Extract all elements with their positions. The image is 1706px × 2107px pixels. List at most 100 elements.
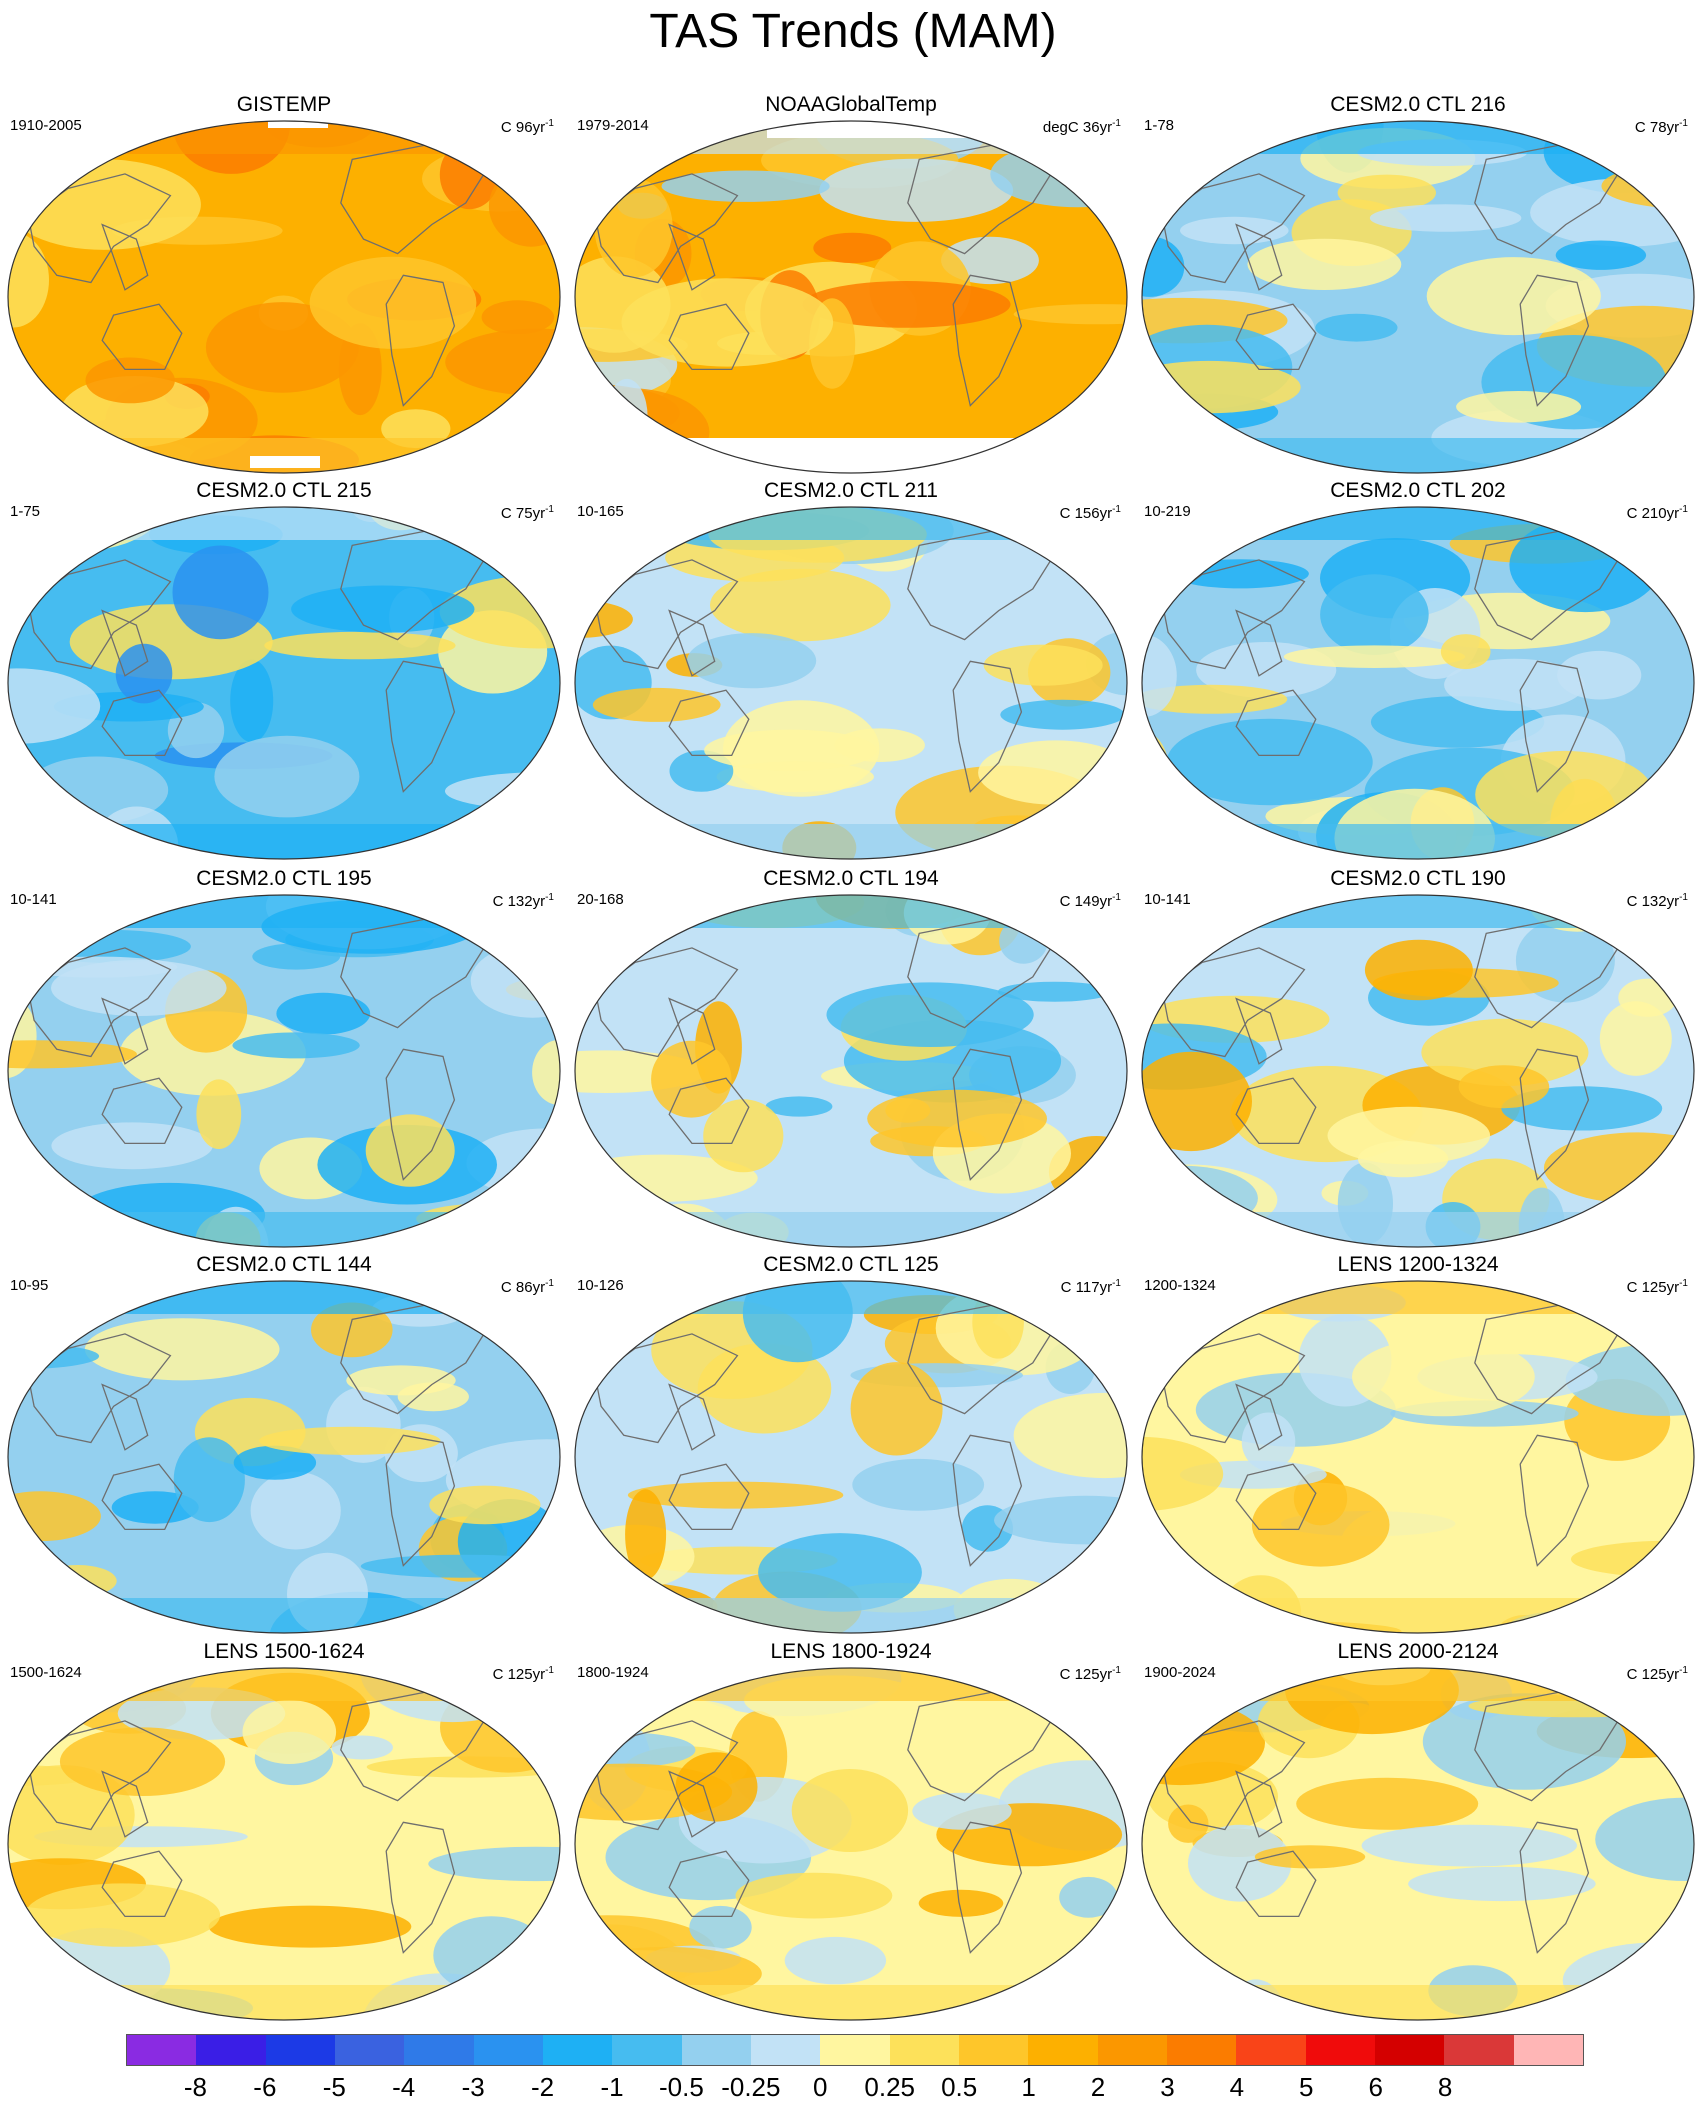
trend-contour-region bbox=[1254, 1845, 1366, 1869]
panel-year-range: 10-219 bbox=[1144, 503, 1191, 520]
robinson-map bbox=[7, 894, 561, 1248]
coastline bbox=[1519, 1434, 1590, 1567]
panel-year-range: 1979-2014 bbox=[577, 117, 649, 134]
trend-contour-region bbox=[1142, 236, 1185, 297]
panel-trend-unit-exponent: -1 bbox=[1112, 1278, 1121, 1289]
map-border bbox=[574, 1667, 1128, 2021]
colorbar-tick-label: 0.5 bbox=[941, 2072, 978, 2102]
trend-contour-region bbox=[1440, 634, 1491, 670]
coastline bbox=[1609, 918, 1658, 949]
coastline bbox=[952, 1434, 1023, 1567]
trend-contour-region bbox=[912, 1792, 1012, 1830]
coastline bbox=[101, 1850, 183, 1918]
trend-contour-region bbox=[264, 631, 456, 660]
panel-trend-unit-exponent: -1 bbox=[1112, 1665, 1121, 1676]
trend-contour-region bbox=[480, 1281, 560, 1332]
trend-contour-region bbox=[233, 1445, 317, 1480]
trend-contour-region bbox=[1247, 238, 1402, 290]
coastline bbox=[1519, 660, 1590, 793]
map-panel: CESM2.0 CTL 202 10-219 C 210yr-1 bbox=[1134, 478, 1702, 864]
coastline bbox=[594, 1720, 739, 1831]
coastline bbox=[27, 559, 172, 670]
trend-contour-region bbox=[802, 281, 1011, 328]
coastline bbox=[1042, 530, 1091, 561]
colorbar-tick-label: 0 bbox=[813, 2072, 828, 2102]
trend-contour-region bbox=[791, 1769, 909, 1852]
panel-trend-unit: C 125yr-1 bbox=[1627, 1274, 1688, 1298]
panel-trend-unit-exponent: -1 bbox=[1112, 118, 1121, 129]
trend-contour-region bbox=[491, 507, 560, 526]
map-panel: CESM2.0 CTL 211 10-165 C 156yr-1 bbox=[567, 478, 1135, 864]
trend-contour-region bbox=[416, 1203, 560, 1235]
trend-contour-region bbox=[119, 1011, 307, 1096]
arctic-band bbox=[8, 507, 560, 540]
colorbar-swatch bbox=[889, 2035, 959, 2065]
trend-contour-region bbox=[1458, 1065, 1550, 1109]
coastline bbox=[668, 609, 716, 677]
trend-contour-region bbox=[208, 1905, 412, 1948]
arctic-band bbox=[575, 507, 1127, 540]
trend-contour-region bbox=[1059, 1876, 1118, 1918]
robinson-map bbox=[1141, 894, 1695, 1248]
trend-contour-region bbox=[850, 1362, 943, 1456]
coastline bbox=[101, 1077, 183, 1145]
trend-contour-region bbox=[826, 982, 1034, 1047]
trend-contour-region bbox=[365, 1114, 455, 1187]
colorbar-tick-label: 1 bbox=[1021, 2072, 1036, 2102]
map-panel: LENS 1500-1624 1500-1624 C 125yr-1 bbox=[0, 1639, 568, 2025]
panel-trend-unit-text: C 75yr bbox=[500, 505, 546, 522]
trend-contour-region bbox=[1327, 1106, 1491, 1165]
panel-year-range: 20-168 bbox=[577, 891, 624, 908]
trend-contour-region bbox=[111, 1491, 199, 1524]
coastline bbox=[668, 997, 716, 1065]
antarctic-band bbox=[1142, 438, 1694, 473]
robinson-map bbox=[574, 1280, 1128, 1634]
trend-contour-region bbox=[1315, 313, 1398, 342]
trend-contour-region bbox=[1635, 1577, 1694, 1610]
panel-trend-unit: C 86yr-1 bbox=[501, 1274, 554, 1298]
trend-contour-region bbox=[1142, 634, 1177, 718]
colorbar-tick-label: -3 bbox=[461, 2072, 485, 2102]
trend-contour-region bbox=[504, 441, 560, 473]
trend-contour-region bbox=[661, 170, 830, 202]
map-border bbox=[7, 506, 561, 860]
trend-contour-region bbox=[627, 1481, 844, 1509]
missing-data-mask bbox=[575, 438, 1127, 473]
panel-year-range: 1500-1624 bbox=[10, 1664, 82, 1681]
coastline bbox=[475, 144, 524, 175]
colorbar-swatch bbox=[542, 2035, 613, 2065]
map-border bbox=[574, 506, 1128, 860]
map-panel: CESM2.0 CTL 215 1-75 C 75yr-1 bbox=[0, 478, 568, 864]
map-border bbox=[1141, 1280, 1695, 1634]
trend-contour-region bbox=[276, 992, 371, 1035]
trend-contour-region bbox=[758, 1533, 922, 1612]
robinson-map bbox=[1141, 1667, 1695, 2021]
trend-contour-region bbox=[429, 1485, 541, 1525]
coastline bbox=[27, 173, 172, 284]
panel-trend-unit-text: C 125yr bbox=[492, 1666, 546, 1683]
arctic-band bbox=[1142, 1668, 1694, 1701]
map-panel: LENS 1200-1324 1200-1324 C 125yr-1 bbox=[1134, 1252, 1702, 1638]
map-panel: CESM2.0 CTL 194 20-168 C 149yr-1 bbox=[567, 866, 1135, 1252]
panel-title: CESM2.0 CTL 194 bbox=[763, 867, 939, 890]
robinson-map bbox=[7, 506, 561, 860]
panel-trend-unit-text: C 156yr bbox=[1059, 505, 1113, 522]
trend-contour-region bbox=[8, 1995, 39, 2020]
trend-contour-region bbox=[1013, 1392, 1127, 1479]
colorbar bbox=[126, 2034, 1584, 2066]
coastline bbox=[1235, 223, 1283, 291]
trend-contour-region bbox=[704, 729, 877, 771]
missing-data-mask bbox=[250, 456, 320, 468]
map-panel: CESM2.0 CTL 125 10-126 C 117yr-1 bbox=[567, 1252, 1135, 1638]
coastline bbox=[475, 1691, 524, 1722]
coastline bbox=[668, 1463, 750, 1531]
trend-contour-region bbox=[710, 568, 891, 642]
colorbar-swatch bbox=[1166, 2035, 1237, 2065]
antarctic-band bbox=[575, 1985, 1127, 2020]
trend-contour-region bbox=[1361, 1824, 1577, 1867]
antarctic-band bbox=[8, 1598, 560, 1633]
trend-contour-region bbox=[1617, 1610, 1694, 1633]
coastline bbox=[475, 1304, 524, 1335]
trend-contour-region bbox=[1251, 1482, 1390, 1567]
coastline bbox=[1161, 173, 1306, 284]
